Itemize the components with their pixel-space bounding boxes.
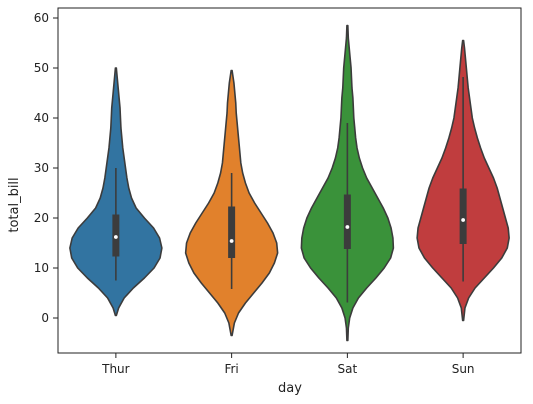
median-dot-sun — [461, 218, 466, 222]
axes-layer: 0 10 20 30 40 50 60 Thur Fri Sat Sun — [34, 7, 522, 376]
y-tick-label: 10 — [34, 261, 49, 275]
iqr-box-fri — [228, 206, 236, 258]
median-dot-sat — [345, 225, 350, 229]
plot-frame — [57, 7, 522, 354]
median-dot-fri — [229, 239, 234, 243]
y-tick-label: 0 — [41, 311, 49, 325]
x-tick-label: Sat — [338, 362, 358, 376]
x-tick-label: Sun — [452, 362, 475, 376]
iqr-box-sat — [343, 194, 351, 249]
iqr-box-sun — [459, 188, 467, 244]
y-tick-label: 20 — [34, 211, 49, 225]
y-tick-label: 30 — [34, 161, 49, 175]
y-tick-label: 40 — [34, 111, 49, 125]
x-axis-label: day — [278, 381, 302, 396]
x-tick-label: Thur — [101, 362, 130, 376]
y-tick-label: 60 — [34, 11, 49, 25]
labels-layer: day total_bill — [7, 177, 302, 396]
plot-layer — [69, 24, 510, 342]
x-tick-label: Fri — [224, 362, 238, 376]
median-dot-thur — [113, 235, 118, 239]
y-axis-label: total_bill — [7, 177, 22, 232]
y-tick-label: 50 — [34, 61, 49, 75]
